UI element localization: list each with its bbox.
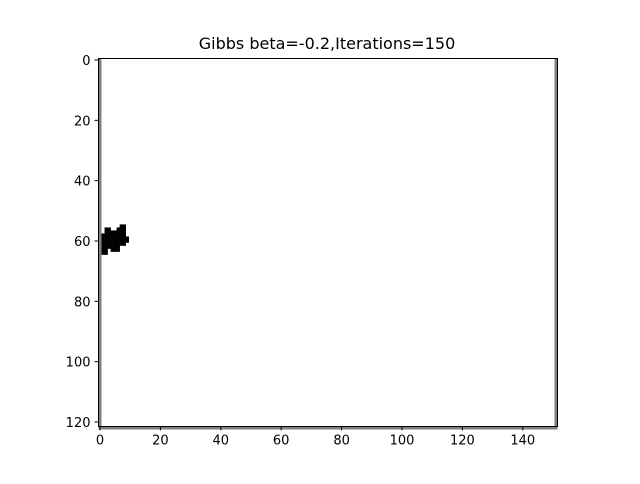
black-cell [107, 242, 111, 246]
y-tick-label: 20 [74, 114, 91, 129]
black-cell [104, 227, 108, 231]
black-cell [119, 230, 123, 234]
black-cell [122, 242, 126, 246]
black-cell [107, 230, 111, 234]
black-cell [104, 233, 108, 237]
black-cell [110, 248, 114, 252]
y-tick-label: 60 [74, 235, 91, 250]
black-cell [110, 245, 114, 249]
black-cell [107, 233, 111, 237]
black-cell [104, 248, 108, 252]
black-cell [122, 233, 126, 237]
image-layer [98, 58, 558, 430]
black-cell [104, 236, 108, 240]
y-tick-label: 0 [82, 54, 90, 69]
black-cell [104, 245, 108, 249]
x-tick-label: 40 [213, 434, 230, 449]
black-cell [104, 239, 108, 243]
black-cell [110, 242, 114, 246]
black-cell [119, 224, 123, 228]
black-cell [101, 245, 105, 249]
x-tick-label: 80 [333, 434, 350, 449]
black-cell [101, 248, 105, 252]
black-cell [104, 242, 108, 246]
black-cell [110, 230, 114, 234]
black-cell [116, 245, 120, 249]
black-cell [122, 227, 126, 231]
black-cell [110, 236, 114, 240]
black-cell [110, 233, 114, 237]
black-cell [119, 236, 123, 240]
border-column [554, 58, 558, 427]
black-cell [113, 245, 117, 249]
black-cell [116, 227, 120, 231]
y-tick-label: 100 [66, 356, 91, 371]
x-axis: 0 20 40 60 80 100 120 140 [96, 426, 535, 449]
border-column [98, 58, 102, 427]
x-tick-label: 100 [390, 434, 415, 449]
black-cell [116, 248, 120, 252]
black-cell [122, 230, 126, 234]
black-cell [116, 233, 120, 237]
black-cell [116, 242, 120, 246]
black-cell [119, 239, 123, 243]
border-row [98, 426, 558, 430]
y-tick-label: 80 [74, 295, 91, 310]
black-cell [101, 236, 105, 240]
black-cell [101, 242, 105, 246]
black-cell [113, 233, 117, 237]
x-tick-label: 120 [450, 434, 475, 449]
black-cell [113, 239, 117, 243]
axes-frame [98, 58, 558, 427]
black-cell [101, 239, 105, 243]
x-tick-label: 0 [96, 434, 104, 449]
black-cell [122, 224, 126, 228]
black-cell [119, 242, 123, 246]
black-cell [107, 227, 111, 231]
black-cell [101, 233, 105, 237]
black-cell [122, 239, 126, 243]
chart-title: Gibbs beta=-0.2,Iterations=150 [199, 34, 456, 53]
black-cell [125, 236, 129, 240]
black-cell [116, 239, 120, 243]
x-tick-label: 20 [152, 434, 169, 449]
black-cell [104, 251, 108, 255]
x-tick-label: 140 [510, 434, 535, 449]
y-axis: 0 20 40 60 80 100 120 [66, 54, 99, 431]
black-cell [107, 236, 111, 240]
black-cell [104, 230, 108, 234]
black-cell [107, 245, 111, 249]
black-cell [110, 239, 114, 243]
black-cell [113, 248, 117, 252]
black-cell [116, 236, 120, 240]
black-cell [113, 230, 117, 234]
black-cell [119, 227, 123, 231]
black-cell [122, 236, 126, 240]
black-cell [119, 233, 123, 237]
black-cell [125, 239, 129, 243]
black-cell [116, 230, 120, 234]
image-background [98, 58, 558, 427]
black-cell [113, 242, 117, 246]
y-tick-label: 40 [74, 175, 91, 190]
black-cell [101, 251, 105, 255]
y-tick-label: 120 [66, 416, 91, 431]
black-cell [107, 239, 111, 243]
black-cell [113, 236, 117, 240]
x-tick-label: 60 [273, 434, 290, 449]
